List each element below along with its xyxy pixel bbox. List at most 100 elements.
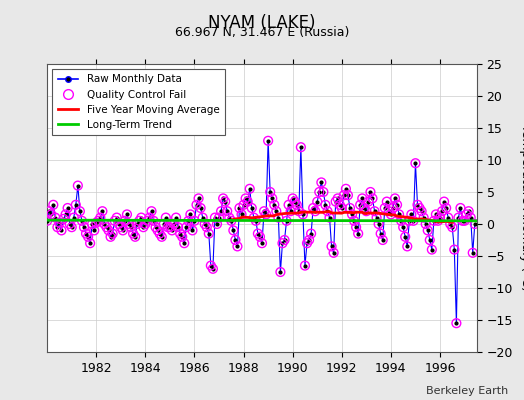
Point	[172, 214, 180, 221]
Point	[440, 198, 449, 205]
Point	[301, 262, 309, 269]
Point	[401, 234, 409, 240]
Point	[125, 221, 133, 227]
Point	[276, 269, 285, 275]
Point	[323, 208, 332, 214]
Point	[391, 195, 399, 202]
Point	[211, 214, 219, 221]
Point	[383, 198, 391, 205]
Point	[221, 198, 230, 205]
Point	[380, 205, 389, 211]
Point	[264, 138, 272, 144]
Point	[231, 237, 239, 243]
Point	[72, 202, 80, 208]
Point	[456, 205, 465, 211]
Legend: Raw Monthly Data, Quality Control Fail, Five Year Moving Average, Long-Term Tren: Raw Monthly Data, Quality Control Fail, …	[52, 69, 225, 135]
Point	[317, 179, 325, 186]
Point	[421, 221, 430, 227]
Text: Berkeley Earth: Berkeley Earth	[426, 386, 508, 396]
Point	[84, 234, 92, 240]
Point	[96, 214, 105, 221]
Point	[385, 208, 393, 214]
Point	[239, 202, 248, 208]
Point	[337, 205, 346, 211]
Point	[378, 237, 387, 243]
Point	[458, 218, 467, 224]
Point	[111, 218, 119, 224]
Point	[348, 211, 356, 218]
Point	[151, 224, 160, 230]
Point	[121, 218, 129, 224]
Point	[344, 192, 352, 198]
Point	[409, 218, 418, 224]
Point	[285, 202, 293, 208]
Point	[55, 220, 63, 226]
Point	[366, 189, 375, 195]
Point	[468, 250, 477, 256]
Point	[419, 214, 428, 221]
Point	[45, 208, 53, 214]
Point	[315, 189, 323, 195]
Point	[405, 218, 413, 224]
Point	[78, 218, 86, 224]
Point	[92, 220, 101, 226]
Point	[446, 221, 454, 227]
Point	[356, 202, 364, 208]
Point	[223, 208, 232, 214]
Point	[188, 227, 196, 234]
Point	[448, 224, 456, 230]
Point	[305, 237, 313, 243]
Point	[270, 202, 278, 208]
Point	[387, 211, 395, 218]
Point	[139, 224, 148, 230]
Point	[393, 202, 401, 208]
Point	[289, 195, 297, 202]
Point	[145, 214, 154, 221]
Point	[158, 234, 166, 240]
Point	[141, 221, 149, 227]
Point	[156, 230, 164, 237]
Point	[452, 320, 461, 326]
Point	[364, 198, 373, 205]
Point	[397, 218, 406, 224]
Point	[360, 205, 368, 211]
Point	[117, 224, 125, 230]
Point	[49, 202, 58, 208]
Point	[266, 189, 275, 195]
Point	[375, 221, 383, 227]
Point	[407, 211, 416, 218]
Point	[149, 218, 158, 224]
Point	[57, 227, 66, 234]
Point	[160, 221, 168, 227]
Point	[299, 211, 307, 218]
Point	[68, 224, 76, 230]
Point	[246, 186, 254, 192]
Point	[115, 221, 123, 227]
Point	[319, 189, 328, 195]
Point	[237, 211, 246, 218]
Point	[199, 214, 207, 221]
Point	[70, 214, 78, 221]
Point	[108, 230, 117, 237]
Point	[260, 208, 268, 214]
Point	[51, 214, 60, 221]
Point	[418, 208, 426, 214]
Point	[192, 202, 201, 208]
Point	[461, 218, 469, 224]
Point	[272, 208, 280, 214]
Point	[82, 230, 90, 237]
Point	[370, 208, 379, 214]
Point	[203, 224, 211, 230]
Point	[450, 246, 458, 253]
Point	[233, 243, 242, 250]
Point	[242, 195, 250, 202]
Point	[98, 208, 106, 214]
Point	[80, 224, 88, 230]
Point	[368, 195, 377, 202]
Point	[201, 221, 209, 227]
Point	[466, 214, 475, 221]
Point	[428, 246, 436, 253]
Point	[332, 198, 340, 205]
Point	[373, 214, 381, 221]
Point	[292, 202, 301, 208]
